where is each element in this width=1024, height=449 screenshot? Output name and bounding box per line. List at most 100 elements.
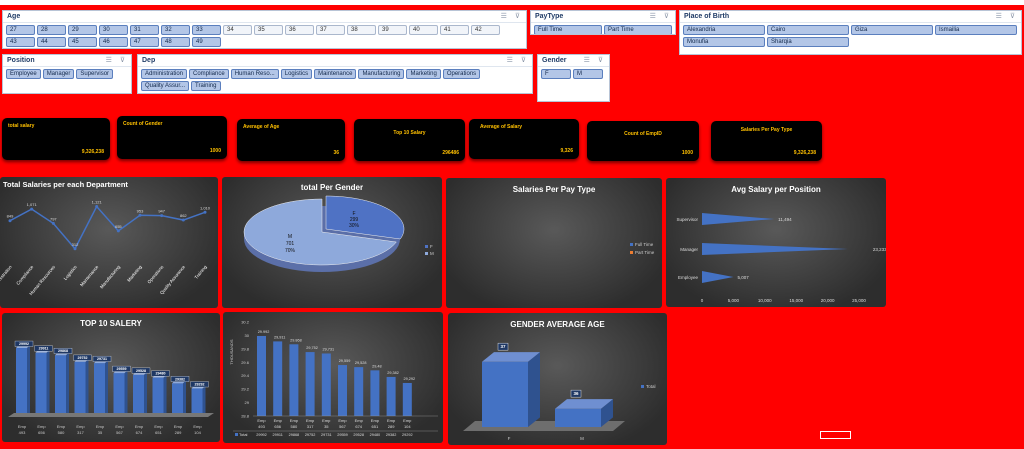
slicer-item[interactable]: Operations [442,69,481,79]
multiselect-clear-filter-icon[interactable]: ☰ ⊽ [649,13,672,20]
slicer-item[interactable]: Part Time [604,25,672,34]
slicer-item[interactable]: Marketing [406,69,441,79]
bar [402,382,412,416]
slicer-item[interactable]: Human Reso... [230,69,279,79]
legend-swatch [425,245,428,248]
table-cell: Emp [306,418,315,423]
slicer-item[interactable]: Quality Assur... [141,81,190,91]
data-label: 29,528 [355,361,367,365]
bar [113,373,125,417]
slicer-item[interactable]: Sharqia [767,37,849,47]
bar-side [528,352,540,427]
table-cell: 29528 [353,433,364,437]
slicer-item[interactable]: Manufacturing [358,69,405,79]
slicer-item[interactable]: Supervisor [76,69,114,79]
slicer-item[interactable]: 32 [161,25,190,35]
slicer-item[interactable]: 43 [6,37,35,47]
multiselect-clear-filter-icon[interactable]: ☰ ⊽ [500,13,523,20]
bar [16,348,27,417]
multiselect-clear-filter-icon[interactable]: ☰ ⊽ [506,57,529,64]
multiselect-clear-filter-icon[interactable]: ☰ ⊽ [583,57,606,64]
multiselect-clear-filter-icon[interactable]: ☰ ⊽ [105,57,128,64]
legend-swatch [641,385,644,388]
place-of-birth-slicer-items: Alexandria Cairo Giza Ismailia Monufia Sharqi… [680,23,1021,49]
table-cell: Emp [387,418,396,423]
bar-chart-plot: 37 F 36 M Total [463,342,656,441]
slicer-item[interactable]: Employee [6,69,41,79]
slicer-item[interactable]: 46 [99,37,128,47]
age-slicer-title: Age [7,13,21,20]
slicer-item[interactable]: Full Time [534,25,602,34]
slicer-item[interactable]: 45 [68,37,97,47]
legend-label: Part Time [635,250,655,255]
slicer-item[interactable]: 48 [161,37,190,47]
data-label: 29,382 [387,371,399,375]
slicer-item[interactable]: 27 [6,25,35,35]
paytype-slicer: PayType ☰ ⊽ Full Time Part Time [530,10,676,35]
slicer-item[interactable]: 36 [285,25,314,35]
slicer-item[interactable]: 33 [192,25,221,35]
tick-label: 29.8 [241,346,250,351]
slicer-item[interactable]: Maintenance [314,69,357,79]
table-cell: 29868 [289,433,300,437]
slicer-item[interactable]: 28 [37,25,66,35]
slicer-item[interactable]: 38 [347,25,376,35]
slicer-item[interactable]: 34 [223,25,252,35]
bar-side [85,358,89,417]
slicer-item[interactable]: F [541,69,571,79]
slicer-item[interactable]: 40 [409,25,438,35]
selected-cell[interactable] [820,431,851,439]
data-point [51,221,55,225]
data-label: 5,007 [737,275,749,280]
slicer-item[interactable]: M [573,69,603,79]
data-label: 29480 [156,372,166,376]
data-label: 29731 [97,357,107,361]
chart-title: TOP 10 SALERY [80,319,142,328]
slicer-item[interactable]: Giza [851,25,933,35]
slicer-item[interactable]: Cairo [767,25,849,35]
slicer-item[interactable]: Ismailia [935,25,1017,35]
data-point [73,247,77,251]
bar [321,353,331,416]
slicer-item[interactable]: 39 [378,25,407,35]
slicer-item[interactable]: 44 [37,37,66,47]
slicer-item[interactable]: 35 [254,25,283,35]
slicer-item[interactable]: 37 [316,25,345,35]
slicer-item[interactable]: 42 [471,25,500,35]
legend-swatch [425,252,428,255]
slicer-item[interactable]: Logistics [280,69,313,79]
data-label: 947 [158,209,165,214]
slicer-item[interactable]: Training [191,81,221,91]
tick-label: 5,000 [728,298,740,303]
top10-salary-chart: TOP 10 SALERY 29992 Emp 493 29911 Emp 656 2986… [2,313,220,442]
slicer-item[interactable]: 41 [440,25,469,35]
multiselect-clear-filter-icon[interactable]: ☰ ⊽ [995,13,1018,20]
table-cell: 35 [324,424,329,429]
slicer-item[interactable]: Monufia [683,37,765,47]
data-label: 29382 [175,377,185,381]
slicer-item[interactable]: Alexandria [683,25,765,35]
data-label-box [131,367,151,374]
data-point [160,214,164,218]
slicer-item[interactable]: Manager [42,69,75,79]
slicer-item[interactable]: Compliance [189,69,229,79]
slicer-item[interactable]: 47 [130,37,159,47]
category-label: 674 [136,430,143,435]
category-label: 651 [155,430,162,435]
slicer-item[interactable]: 31 [130,25,159,35]
data-point [30,207,34,211]
bar-side [66,352,69,417]
table-cell: 317 [307,424,314,429]
dep-slicer-items: Administration Compliance Human Reso... Log… [138,67,532,93]
slicer-item[interactable]: 29 [68,25,97,35]
category-label: 35 [98,430,103,435]
series-line [9,205,206,251]
slicer-item[interactable]: 49 [192,37,221,47]
data-label-box [570,389,582,398]
data-label: 849 [7,214,14,219]
slicer-item[interactable]: Administration [141,69,188,79]
data-label-box [92,355,112,362]
slicer-item[interactable]: 30 [99,25,128,35]
pie-slice [243,198,397,266]
